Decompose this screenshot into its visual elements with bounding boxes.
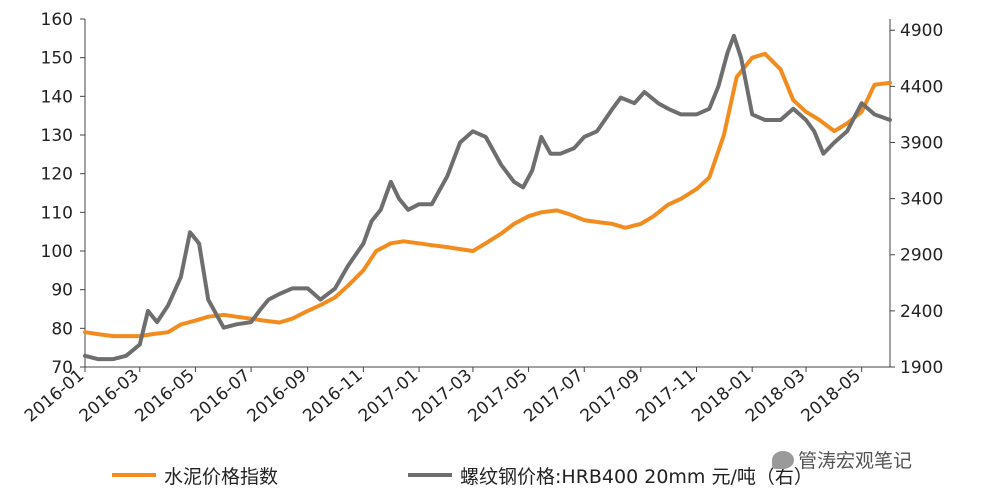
x-tick-label: 2017-03 (409, 366, 476, 427)
y-right-tick-label: 2900 (900, 246, 943, 266)
y-left-tick-label: 130 (41, 126, 73, 146)
y-right-tick-label: 3900 (900, 133, 943, 153)
x-tick-label: 2017-11 (632, 366, 699, 427)
x-tick-label: 2016-05 (131, 366, 198, 427)
wechat-icon (772, 451, 794, 469)
y-right-tick-label: 4400 (900, 77, 943, 97)
watermark-text: 管涛宏观笔记 (798, 450, 913, 472)
y-left-tick-label: 80 (51, 319, 73, 339)
y-left-tick-label: 150 (41, 49, 73, 69)
x-tick-label: 2017-01 (355, 366, 422, 427)
y-left-tick-label: 160 (41, 10, 73, 30)
y-left-tick-label: 110 (41, 203, 73, 223)
y-left-tick-label: 140 (41, 87, 73, 107)
legend-item-cement: 水泥价格指数 (112, 458, 278, 492)
legend-swatch-rebar (408, 473, 452, 477)
x-tick-label: 2016-03 (76, 366, 143, 427)
y-left-tick-label: 100 (41, 242, 73, 262)
x-tick-label: 2018-03 (742, 366, 809, 427)
watermark: 管涛宏观笔记 (772, 446, 912, 473)
legend-label-rebar: 螺纹钢价格:HRB400 20mm 元/吨（右） (460, 465, 813, 488)
x-tick-label: 2018-01 (688, 366, 755, 427)
legend-label-cement: 水泥价格指数 (164, 465, 279, 488)
x-tick-label: 2017-09 (577, 366, 644, 427)
y-left-tick-label: 70 (51, 358, 73, 378)
y-right-tick-label: 1900 (900, 358, 943, 378)
y-right-tick-label: 2400 (900, 302, 943, 322)
legend-swatch-cement (112, 473, 156, 477)
x-tick-label: 2018-05 (798, 366, 865, 427)
chart: 70 80 90 100 110 120 130 140 150 160 1900 2400 2900 3… (21, 10, 943, 427)
x-tick-label: 2016-09 (244, 366, 311, 427)
x-tick-label: 2016-11 (299, 366, 366, 427)
y-left-tick-label: 90 (51, 281, 73, 301)
y-right-tick-label: 3400 (900, 190, 943, 210)
x-tick-label: 2017-05 (465, 366, 532, 427)
series-line-rebar (83, 33, 892, 362)
x-tick-label: 2016-07 (187, 366, 254, 427)
y-left-tick-label: 120 (41, 165, 73, 185)
y-right-tick-label: 4900 (900, 21, 943, 41)
legend-item-rebar: 螺纹钢价格:HRB400 20mm 元/吨（右） (408, 458, 813, 492)
x-tick-label: 2017-07 (520, 366, 587, 427)
